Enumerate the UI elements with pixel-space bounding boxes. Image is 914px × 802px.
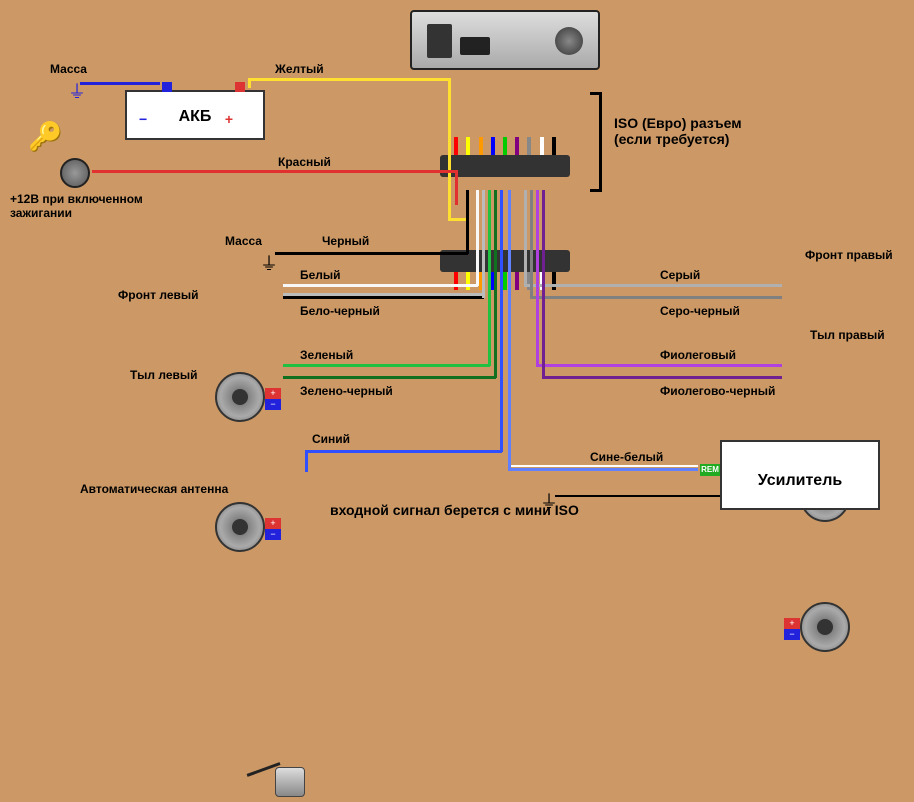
antenna-title: Автоматическая антенна [80,482,228,496]
yellow-wire-label: Желтый [275,62,324,76]
fr-pos-label: Серый [660,268,700,282]
black-wire-v [466,190,469,254]
fr-neg-label: Серо-черный [660,304,740,318]
fl-pos-label: Белый [300,268,341,282]
fl-neg-label: Бело-черный [300,304,380,318]
yellow-wire-v2 [448,78,451,220]
iso-bracket [590,92,602,192]
fr-pos-wire-v [524,190,527,286]
battery: АКБ − + [125,90,265,140]
fr-neg-wire [530,296,782,299]
front-right-title: Фронт правый [805,248,893,262]
blue-wire-label: Синий [312,432,350,446]
amp-ground-wire [555,495,720,497]
ignition-switch-icon [60,158,90,188]
iso-label: ISO (Евро) разъем (если требуется) [614,115,742,147]
rr-pos-wire-v [536,190,539,366]
rl-pos-wire [283,364,490,367]
mass-label: Масса [225,234,262,248]
bluewhite-wire-h2 [508,465,698,467]
front-left-speaker: +− [215,372,265,422]
rr-pos-label: Фиолеговый [660,348,736,362]
bluewhite-wire-h [508,468,698,471]
fr-neg-wire-v [530,190,533,298]
iso-wires-top [450,137,560,155]
bluewhite-wire-label: Сине-белый [590,450,663,464]
rl-terminals: +− [265,518,281,540]
antenna-icon [245,762,305,802]
ignition-key-icon: 🔑 [28,120,63,153]
red-wire-h [92,170,457,173]
minus-icon: − [139,94,147,144]
rear-right-title: Тыл правый [810,328,885,342]
rl-pos-label: Зеленый [300,348,353,362]
rl-neg-wire-v [494,190,497,378]
head-unit [410,10,600,70]
fr-pos-wire [524,284,782,287]
blue-wire-down [305,450,308,472]
fl-pos-wire-v [476,190,479,286]
iso-connector-top [440,155,570,177]
red-wire-label: Красный [278,155,331,169]
red-wire-v [455,170,458,205]
fl-pos-wire [283,284,478,287]
fl-neg-wire2 [283,293,484,296]
rr-neg-wire-v [542,190,545,378]
rr-pos-wire [536,364,782,367]
yellow-wire-h2 [448,218,468,221]
rr-neg-wire [542,376,782,379]
blue-wire-v [500,190,503,452]
fl-neg-wire-v [482,190,485,298]
blue-wire-h [305,450,502,453]
rl-neg-wire [283,376,496,379]
bottom-note: входной сигнал берется с мини ISO [330,502,579,518]
rr-neg-label: Фиолегово-черный [660,384,775,398]
black-wire-h [275,252,468,255]
rear-right-speaker: +− [800,602,850,652]
rear-left-speaker: +− [215,502,265,552]
rl-neg-label: Зелено-черный [300,384,393,398]
fl-neg-wire [283,296,484,299]
fl-terminals: +− [265,388,281,410]
rr-terminals: +− [784,618,800,640]
yellow-wire-h1 [248,78,450,81]
rem-terminal: REM [700,464,720,476]
yellow-wire-v [248,80,251,88]
ignition-label: +12В при включенном зажигании [10,192,143,220]
plus-icon: + [225,94,233,144]
battery-pos-terminal [235,82,245,92]
bluewhite-wire-v [508,190,511,470]
battery-neg-terminal [162,82,172,92]
head-unit-knob [555,27,583,55]
amplifier: Усилитель REM [720,440,880,510]
rear-left-title: Тыл левый [130,368,198,382]
black-wire-label: Черный [322,234,369,248]
battery-ground-wire [80,82,160,85]
rl-pos-wire-v [488,190,491,366]
battery-ground-label: Масса [50,62,87,76]
front-left-title: Фронт левый [118,288,199,302]
